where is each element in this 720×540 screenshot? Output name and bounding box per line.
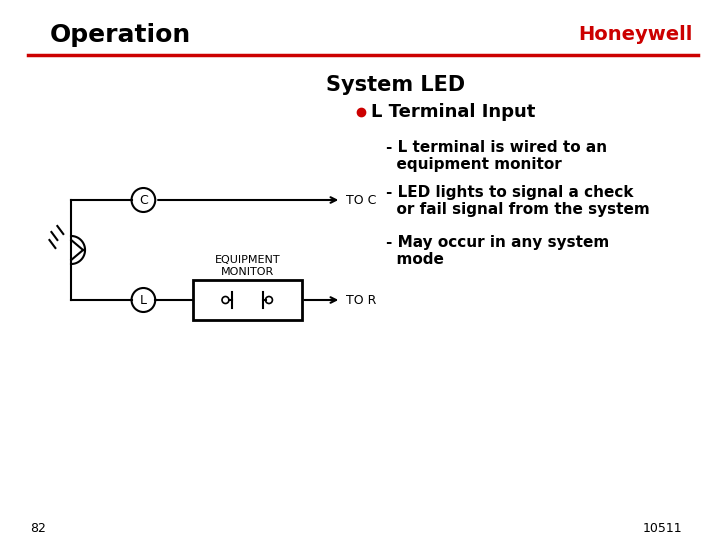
- Text: MONITOR: MONITOR: [220, 267, 274, 277]
- Text: Operation: Operation: [50, 23, 191, 47]
- Text: C: C: [139, 193, 148, 206]
- Text: EQUIPMENT: EQUIPMENT: [215, 255, 280, 265]
- Text: L Terminal Input: L Terminal Input: [371, 103, 535, 121]
- Text: - May occur in any system
  mode: - May occur in any system mode: [386, 235, 609, 267]
- Text: TO C: TO C: [346, 193, 377, 206]
- Text: 10511: 10511: [643, 522, 683, 535]
- Text: TO R: TO R: [346, 294, 377, 307]
- Text: 82: 82: [30, 522, 45, 535]
- Text: - L terminal is wired to an
  equipment monitor: - L terminal is wired to an equipment mo…: [386, 140, 607, 172]
- Text: System LED: System LED: [326, 75, 465, 95]
- Text: - LED lights to signal a check
  or fail signal from the system: - LED lights to signal a check or fail s…: [386, 185, 649, 218]
- Bar: [193, 280, 302, 320]
- Text: Honeywell: Honeywell: [578, 25, 692, 44]
- Text: L: L: [140, 294, 147, 307]
